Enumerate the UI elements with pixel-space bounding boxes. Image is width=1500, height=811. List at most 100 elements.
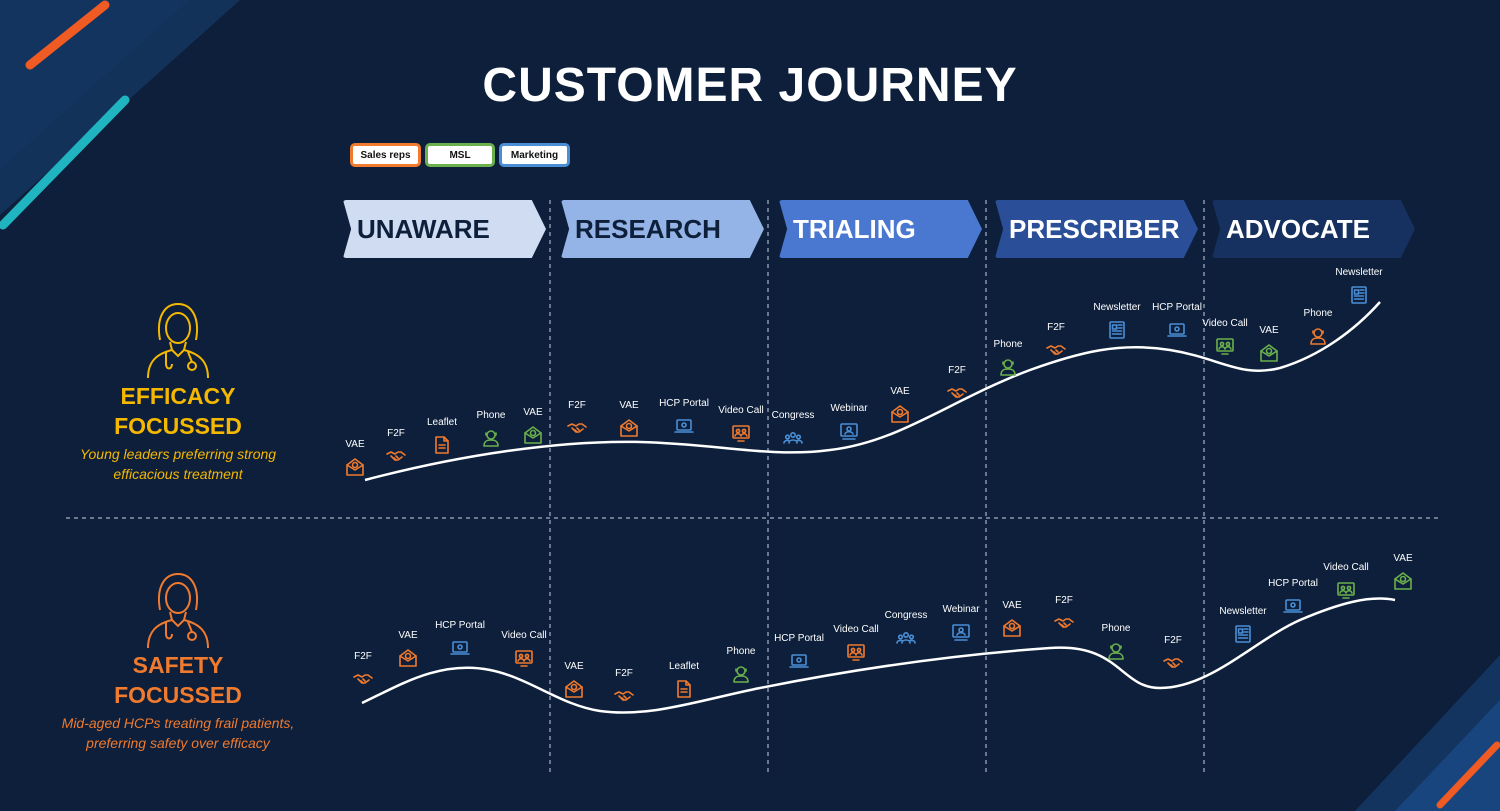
phone-agent-icon — [481, 428, 501, 448]
efficacy-touchpoint: Congress — [748, 410, 838, 453]
video-call-icon — [731, 423, 751, 443]
stage-unaware: UNAWARE — [343, 200, 546, 258]
touchpoint-label: F2F — [615, 668, 633, 679]
handshake-icon — [1046, 340, 1066, 360]
safety-touchpoint: Congress — [861, 610, 951, 653]
safety-desc-line1: Mid-aged HCPs treating frail patients, — [61, 715, 295, 731]
handshake-icon — [1163, 653, 1183, 673]
safety-touchpoint: VAE — [967, 600, 1057, 643]
touchpoint-label: VAE — [890, 386, 910, 397]
efficacy-persona-avatar — [142, 300, 214, 385]
group-icon — [896, 628, 916, 648]
efficacy-touchpoint: VAE — [1224, 325, 1314, 368]
stage-advocate: ADVOCATE — [1212, 200, 1415, 258]
safety-touchpoint: Newsletter — [1198, 606, 1288, 649]
efficacy-desc-line1: Young leaders preferring strong — [79, 446, 277, 462]
safety-touchpoint: F2F — [1128, 635, 1218, 678]
touchpoint-label: Newsletter — [1219, 606, 1267, 617]
efficacy-touchpoint: Video Call — [1180, 318, 1270, 361]
efficacy-touchpoint: Phone — [1273, 308, 1363, 351]
page-title: CUSTOMER JOURNEY — [482, 59, 1018, 112]
handshake-icon — [567, 418, 587, 438]
phone-agent-icon — [1308, 326, 1328, 346]
newsletter-icon — [1349, 285, 1369, 305]
document-icon — [432, 435, 452, 455]
touchpoint-label: VAE — [398, 630, 418, 641]
touchpoint-label: F2F — [1055, 595, 1073, 606]
touchpoint-label: Phone — [476, 410, 506, 421]
webinar-icon — [839, 421, 859, 441]
efficacy-touchpoint: F2F — [532, 400, 622, 443]
efficacy-touchpoint: Webinar — [804, 403, 894, 446]
safety-touchpoint: Leaflet — [639, 661, 729, 704]
touchpoint-label: HCP Portal — [435, 620, 485, 631]
safety-touchpoint: HCP Portal — [415, 620, 505, 663]
legend-msl: MSL — [425, 143, 495, 167]
video-call-icon — [1336, 580, 1356, 600]
efficacy-name-line1: EFFICACY — [120, 383, 236, 409]
touchpoint-label: Video Call — [718, 405, 764, 416]
legend-sales-reps: Sales reps — [350, 143, 421, 167]
touchpoint-label: Video Call — [1323, 562, 1369, 573]
touchpoint-label: VAE — [1259, 325, 1279, 336]
newsletter-icon — [1107, 320, 1127, 340]
efficacy-touchpoint: F2F — [351, 428, 441, 471]
efficacy-touchpoint: F2F — [1011, 322, 1101, 365]
handshake-icon — [1054, 613, 1074, 633]
touchpoint-label: Phone — [1101, 623, 1131, 634]
efficacy-persona-title: EFFICACY FOCUSSED — [60, 381, 296, 441]
safety-touchpoint: F2F — [579, 668, 669, 711]
orange-accent-line — [25, 0, 110, 70]
touchpoint-label: Congress — [771, 410, 815, 421]
touchpoint-label: VAE — [523, 407, 543, 418]
touchpoint-label: F2F — [568, 400, 586, 411]
touchpoint-label: F2F — [354, 651, 372, 662]
phone-agent-icon — [998, 357, 1018, 377]
newsletter-icon — [1233, 624, 1253, 644]
email-icon — [564, 679, 584, 699]
safety-persona-avatar — [142, 570, 214, 655]
legend-marketing: Marketing — [499, 143, 570, 167]
doctor-icon — [147, 572, 209, 649]
laptop-icon — [789, 651, 809, 671]
efficacy-touchpoint: Phone — [963, 339, 1053, 382]
efficacy-desc-line2: efficacious treatment — [113, 466, 243, 482]
video-call-icon — [514, 648, 534, 668]
efficacy-touchpoint: HCP Portal — [1132, 302, 1222, 345]
stage-trialing: TRIALING — [779, 200, 982, 258]
safety-touchpoint: F2F — [1019, 595, 1109, 638]
efficacy-touchpoint: VAE — [310, 439, 400, 482]
safety-touchpoint: HCP Portal — [1248, 578, 1338, 621]
laptop-icon — [450, 638, 470, 658]
safety-touchpoint: F2F — [318, 651, 408, 694]
touchpoint-label: HCP Portal — [774, 633, 824, 644]
touchpoint-label: Video Call — [833, 624, 879, 635]
email-icon — [619, 418, 639, 438]
teal-accent-line — [0, 95, 130, 230]
efficacy-touchpoint: Phone — [446, 410, 536, 453]
safety-touchpoint: Video Call — [1301, 562, 1391, 605]
stage-prescriber: PRESCRIBER — [995, 200, 1198, 258]
handshake-icon — [386, 446, 406, 466]
touchpoint-label: Video Call — [501, 630, 547, 641]
touchpoint-label: Congress — [884, 610, 928, 621]
efficacy-touchpoint: VAE — [584, 400, 674, 443]
video-call-icon — [846, 642, 866, 662]
touchpoint-label: VAE — [1393, 553, 1413, 564]
handshake-icon — [614, 686, 634, 706]
video-call-icon — [1215, 336, 1235, 356]
touchpoint-label: Leaflet — [426, 417, 458, 428]
handshake-icon — [947, 383, 967, 403]
touchpoint-label: VAE — [564, 661, 584, 672]
touchpoint-label: F2F — [387, 428, 405, 439]
safety-touchpoint: Webinar — [916, 604, 1006, 647]
safety-persona-title: SAFETY FOCUSSED — [60, 650, 296, 710]
safety-touchpoint: VAE — [363, 630, 453, 673]
laptop-icon — [1283, 596, 1303, 616]
touchpoint-label: VAE — [619, 400, 639, 411]
document-icon — [674, 679, 694, 699]
touchpoint-label: F2F — [948, 365, 966, 376]
safety-touchpoint: VAE — [1358, 553, 1448, 596]
